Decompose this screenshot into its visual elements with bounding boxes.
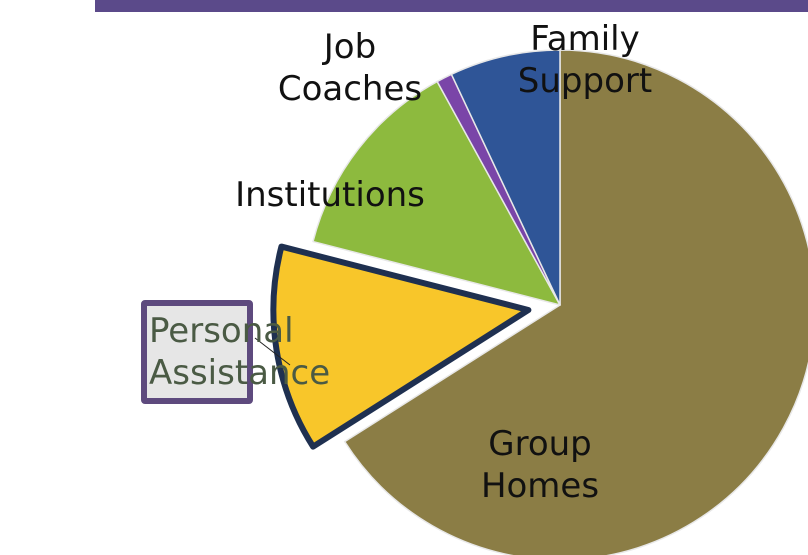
header-bar bbox=[95, 0, 808, 12]
slice-label: Job Coaches bbox=[277, 27, 423, 109]
leader-line bbox=[254, 337, 291, 366]
slice-label: Institutions bbox=[235, 175, 425, 215]
pie-slice bbox=[270, 243, 532, 450]
slice-label: Family Support bbox=[517, 19, 653, 101]
pie-slice bbox=[450, 49, 561, 306]
pie-slice bbox=[343, 49, 808, 555]
slice-label: Group Homes bbox=[480, 424, 600, 506]
slice-label: Personal Assistance bbox=[141, 300, 330, 404]
pie-slice bbox=[312, 80, 561, 306]
